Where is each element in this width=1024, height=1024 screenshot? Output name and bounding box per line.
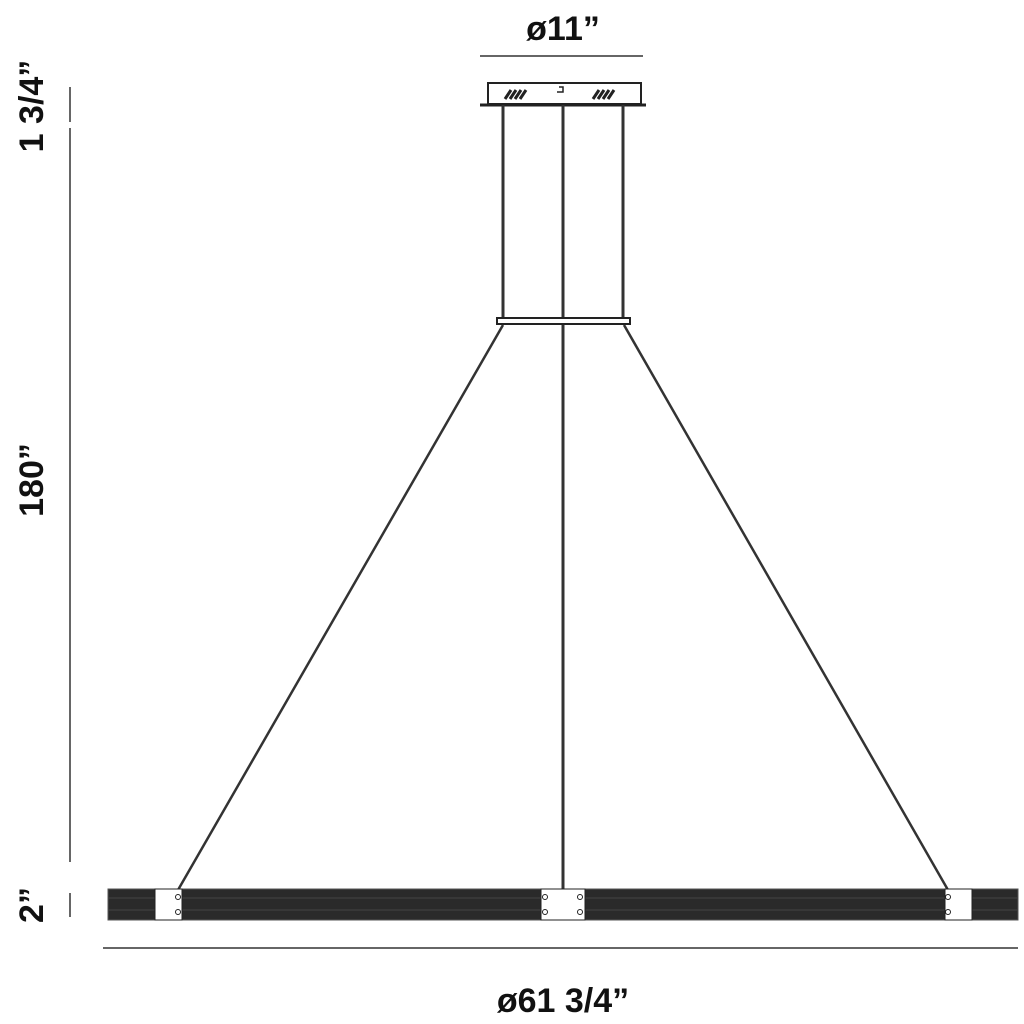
- right-cable: [622, 324, 950, 891]
- left-cable: [176, 324, 505, 891]
- hub-ring: [496, 317, 631, 325]
- suspension-rods: [501, 105, 625, 320]
- overall-drop-label: 180”: [13, 443, 51, 517]
- connector-left: [154, 888, 183, 921]
- canopy: [480, 82, 646, 107]
- fixture-height-label: 2”: [13, 887, 51, 923]
- fixture-diameter-label: ø61 3/4”: [497, 982, 629, 1020]
- canopy-vent-left: [503, 89, 528, 100]
- canopy-height-label: 1 3/4”: [13, 60, 51, 153]
- fixture-ring: [107, 888, 1019, 921]
- canopy-diameter-label: ø11”: [526, 10, 600, 48]
- connector-right: [944, 888, 973, 921]
- canopy-vent-right: [591, 89, 616, 100]
- connector-center: [540, 888, 586, 921]
